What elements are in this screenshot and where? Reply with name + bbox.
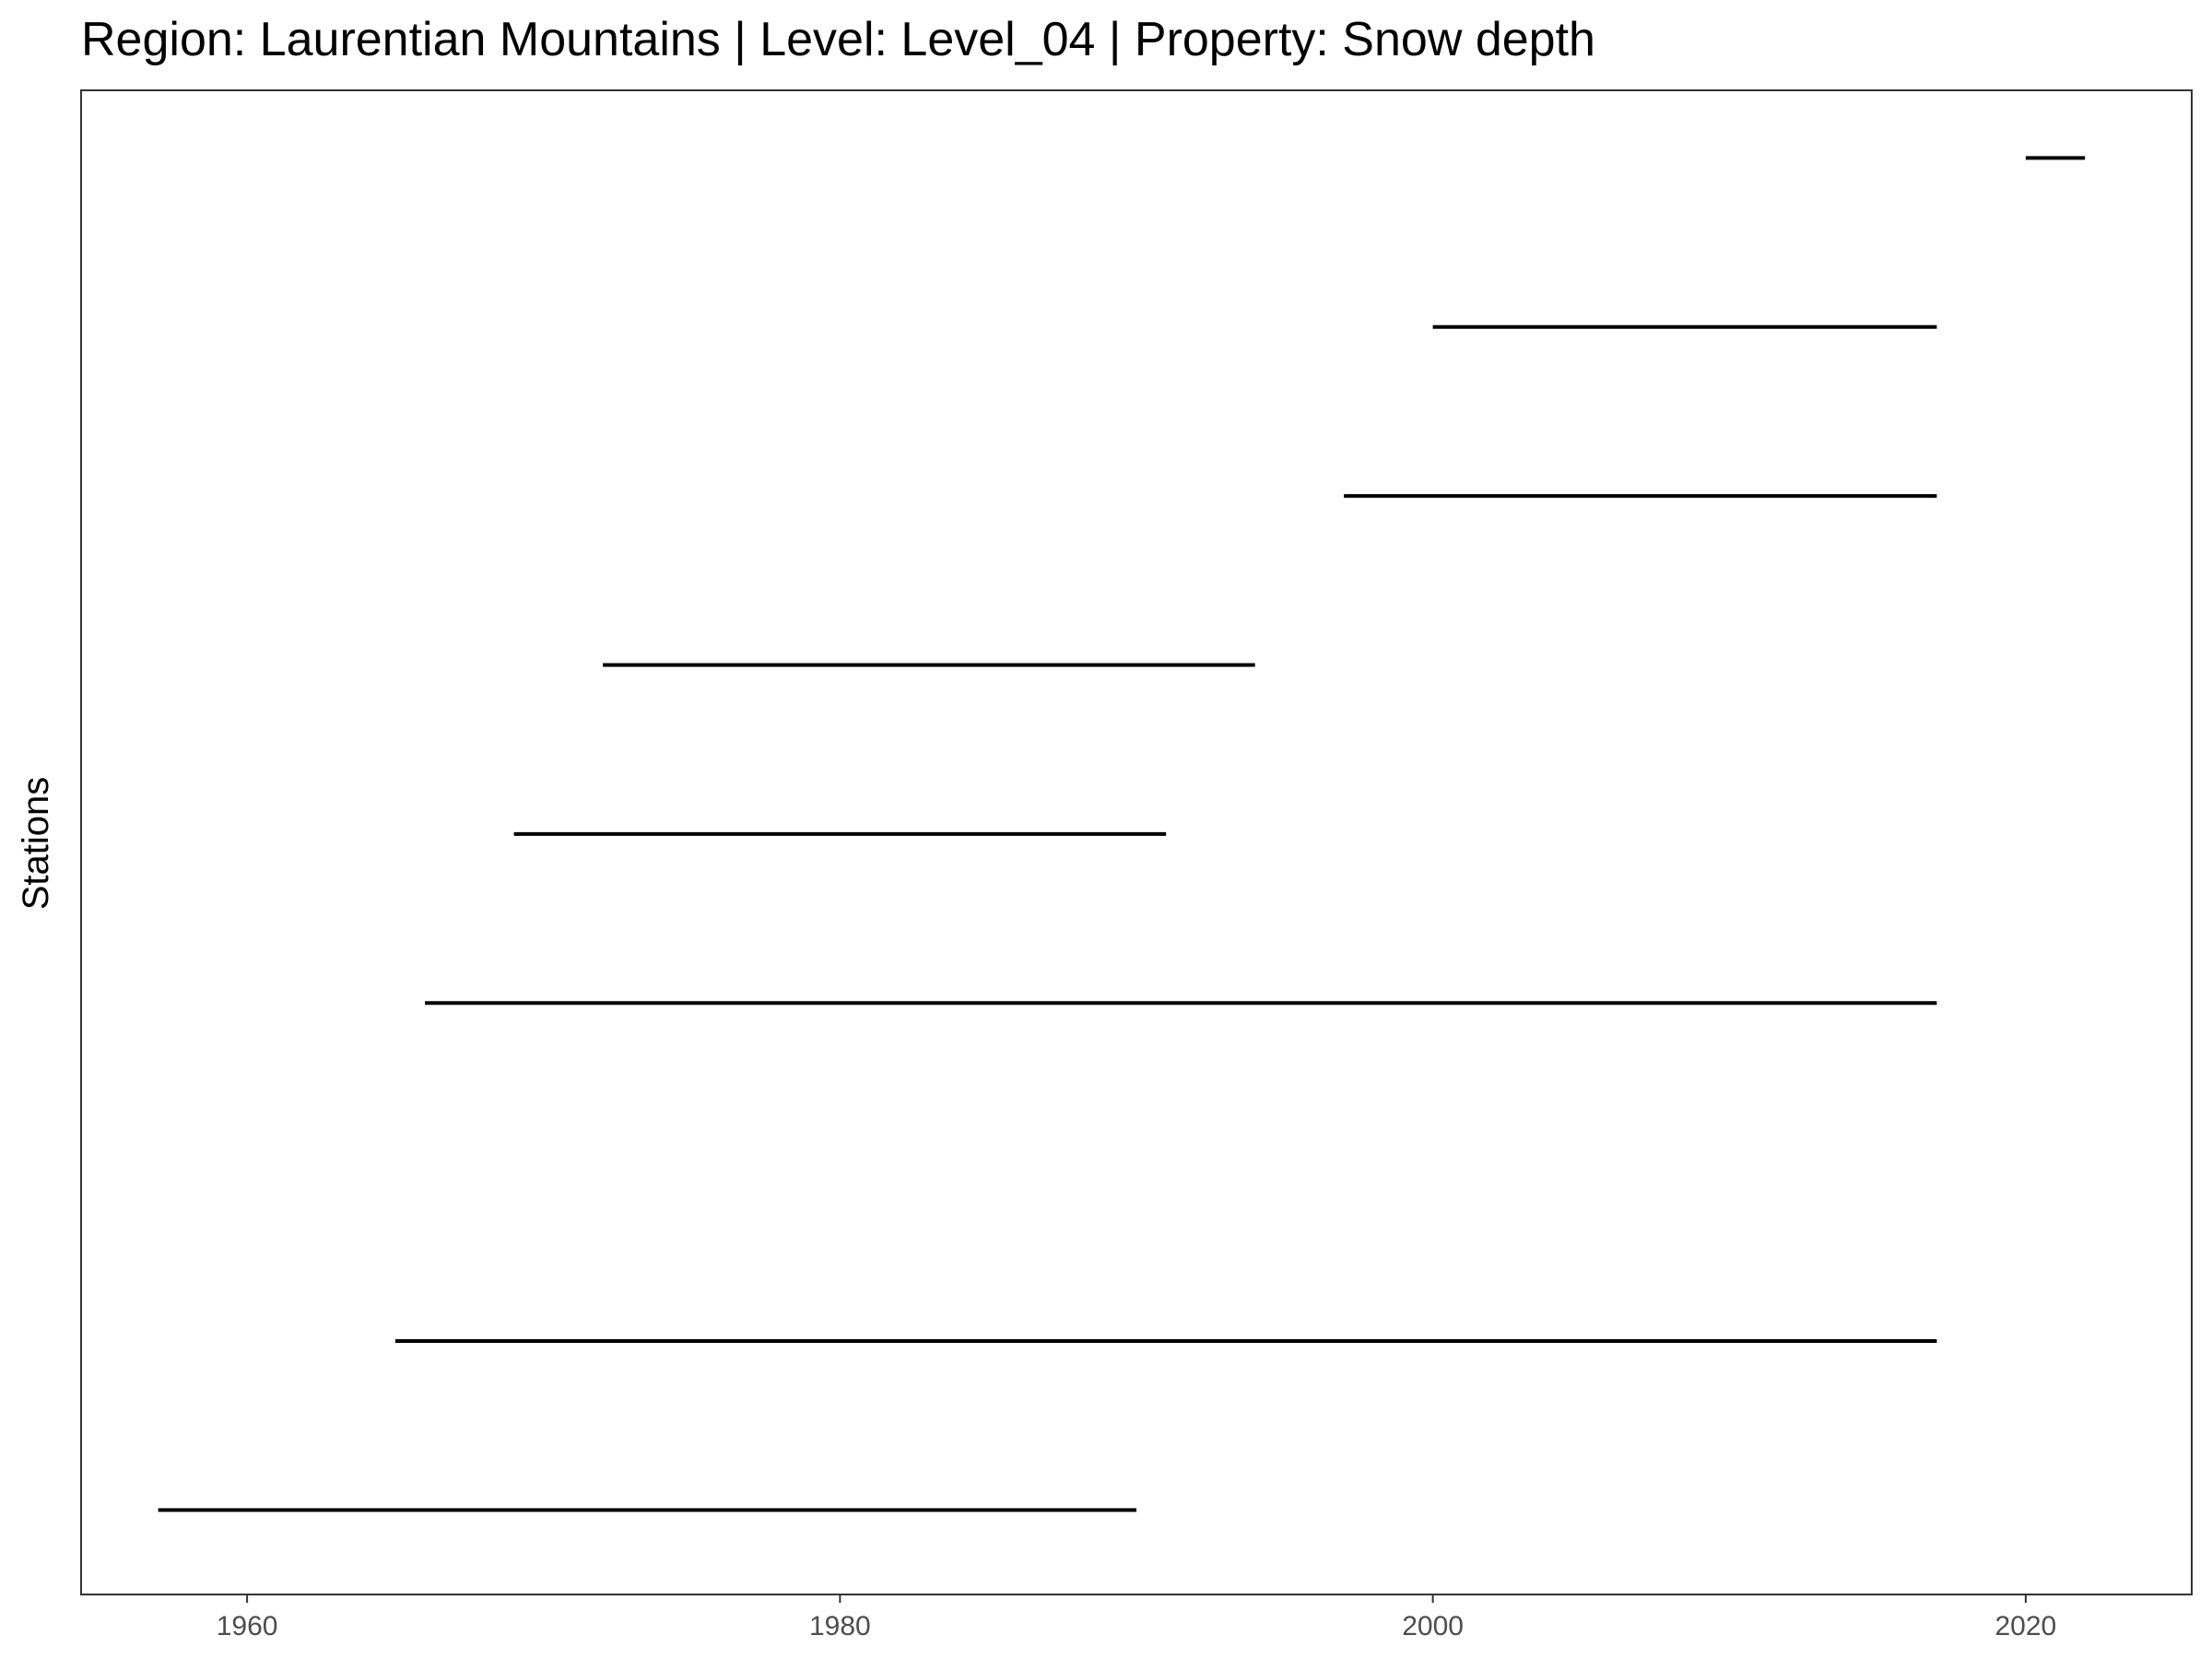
x-tick-label: 1980 — [809, 1611, 871, 1641]
station-segments — [158, 156, 2086, 1512]
chart-title: Region: Laurentian Mountains | Level: Le… — [81, 13, 1595, 66]
x-tick-label: 1960 — [217, 1611, 278, 1641]
x-axis: 1960 1980 2000 2020 — [217, 1594, 2057, 1641]
plot-panel — [80, 89, 2193, 1595]
y-axis-title: Stations — [16, 777, 56, 911]
x-tick-label: 2000 — [1402, 1611, 1464, 1641]
x-tick-label: 2020 — [1995, 1611, 2057, 1641]
